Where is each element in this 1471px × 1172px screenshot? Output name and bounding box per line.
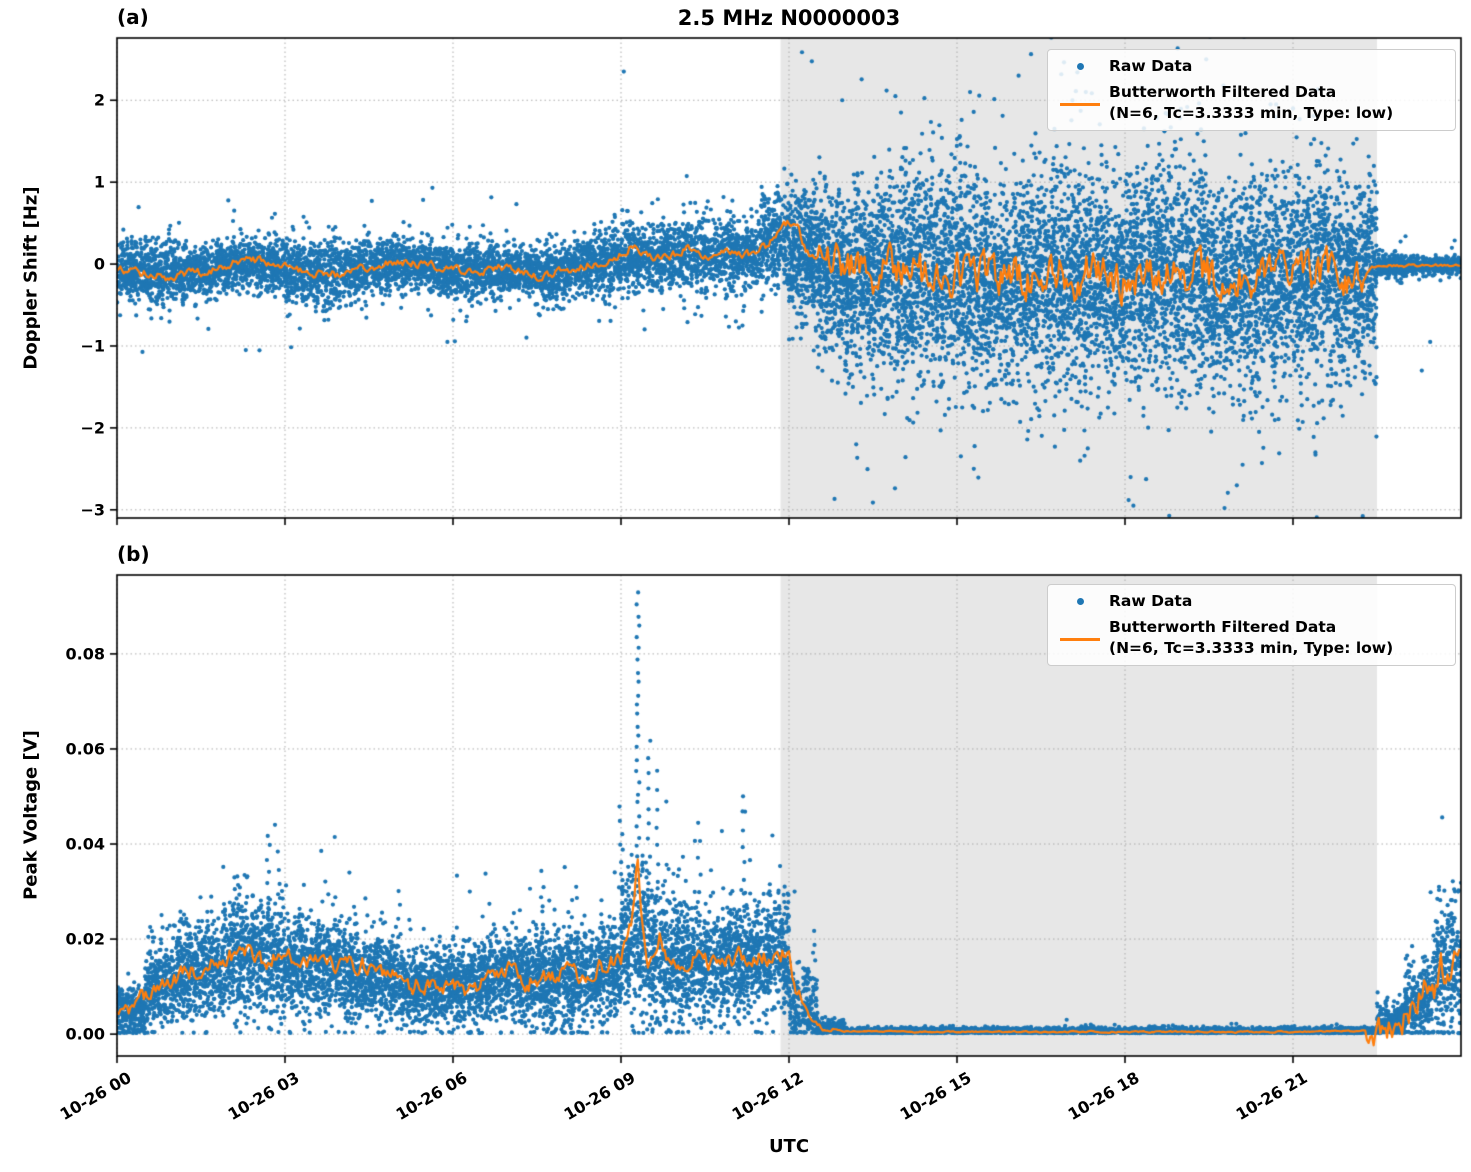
legend-raw-label: Raw Data xyxy=(1109,592,1193,610)
legend-filtered-label: Butterworth Filtered Data xyxy=(1109,618,1337,636)
y-tick-label: 0 xyxy=(93,254,105,274)
legend-b: Raw Data Butterworth Filtered Data (N=6,… xyxy=(1047,584,1456,666)
raw-data-marker xyxy=(1077,63,1084,70)
y-tick-label: −3 xyxy=(80,500,105,520)
y-axis-label-doppler: Doppler Shift [Hz] xyxy=(20,186,42,370)
y-tick-label: 2 xyxy=(93,90,105,110)
y-tick-label: −1 xyxy=(80,336,105,356)
y-tick-label: 0.08 xyxy=(65,644,105,664)
filtered-data-marker xyxy=(1060,638,1100,641)
legend-filtered-params: (N=6, Tc=3.3333 min, Type: low) xyxy=(1109,639,1394,657)
x-axis-label-utc: UTC xyxy=(768,1136,810,1157)
legend-filtered-params: (N=6, Tc=3.3333 min, Type: low) xyxy=(1109,104,1394,122)
legend-filtered-label: Butterworth Filtered Data xyxy=(1109,83,1337,101)
filtered-data-marker xyxy=(1060,103,1100,106)
y-tick-label: −2 xyxy=(80,418,105,438)
y-tick-label: 0.06 xyxy=(65,739,105,759)
figure-title: 2.5 MHz N0000003 xyxy=(677,6,901,30)
y-tick-label: 0.04 xyxy=(65,834,105,854)
panel-a-label: (a) xyxy=(117,5,149,29)
panel-b-label: (b) xyxy=(117,542,150,566)
y-tick-label: 0.02 xyxy=(65,929,105,949)
y-tick-label: 1 xyxy=(93,172,105,192)
y-axis-label-voltage: Peak Voltage [V] xyxy=(20,730,42,900)
y-tick-label: 0.00 xyxy=(65,1024,105,1044)
raw-data-marker xyxy=(1077,598,1084,605)
legend-a: Raw Data Butterworth Filtered Data (N=6,… xyxy=(1047,49,1456,131)
legend-raw-label: Raw Data xyxy=(1109,57,1193,75)
